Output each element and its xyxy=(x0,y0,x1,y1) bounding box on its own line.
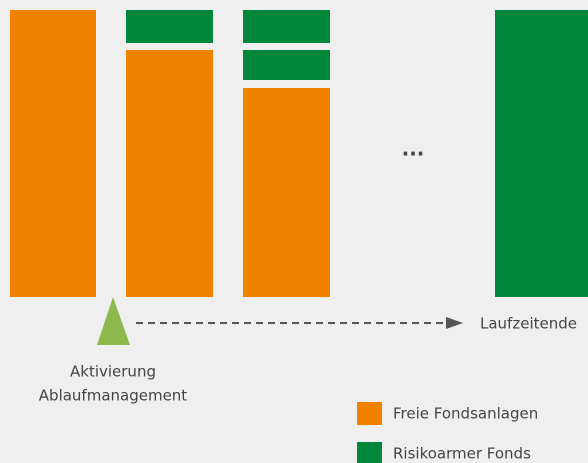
legend-swatch xyxy=(357,442,382,463)
activation-marker xyxy=(97,297,130,345)
bar-green xyxy=(243,50,330,80)
bar-orange xyxy=(126,50,213,297)
legend-label: Risikoarmer Fonds xyxy=(393,445,531,463)
ellipsis: ... xyxy=(402,137,425,161)
arrow-head xyxy=(446,317,463,329)
bar-orange xyxy=(243,88,330,297)
legend-swatch xyxy=(357,402,382,425)
activation-label: Ablaufmanagement xyxy=(39,387,188,405)
bar-green xyxy=(126,10,213,43)
bar-green xyxy=(243,10,330,43)
activation-label: Aktivierung xyxy=(70,363,156,381)
end-label: Laufzeitende xyxy=(480,315,577,333)
bar-orange xyxy=(10,10,96,297)
bar-green xyxy=(495,10,588,297)
legend-label: Freie Fondsanlagen xyxy=(393,405,538,423)
